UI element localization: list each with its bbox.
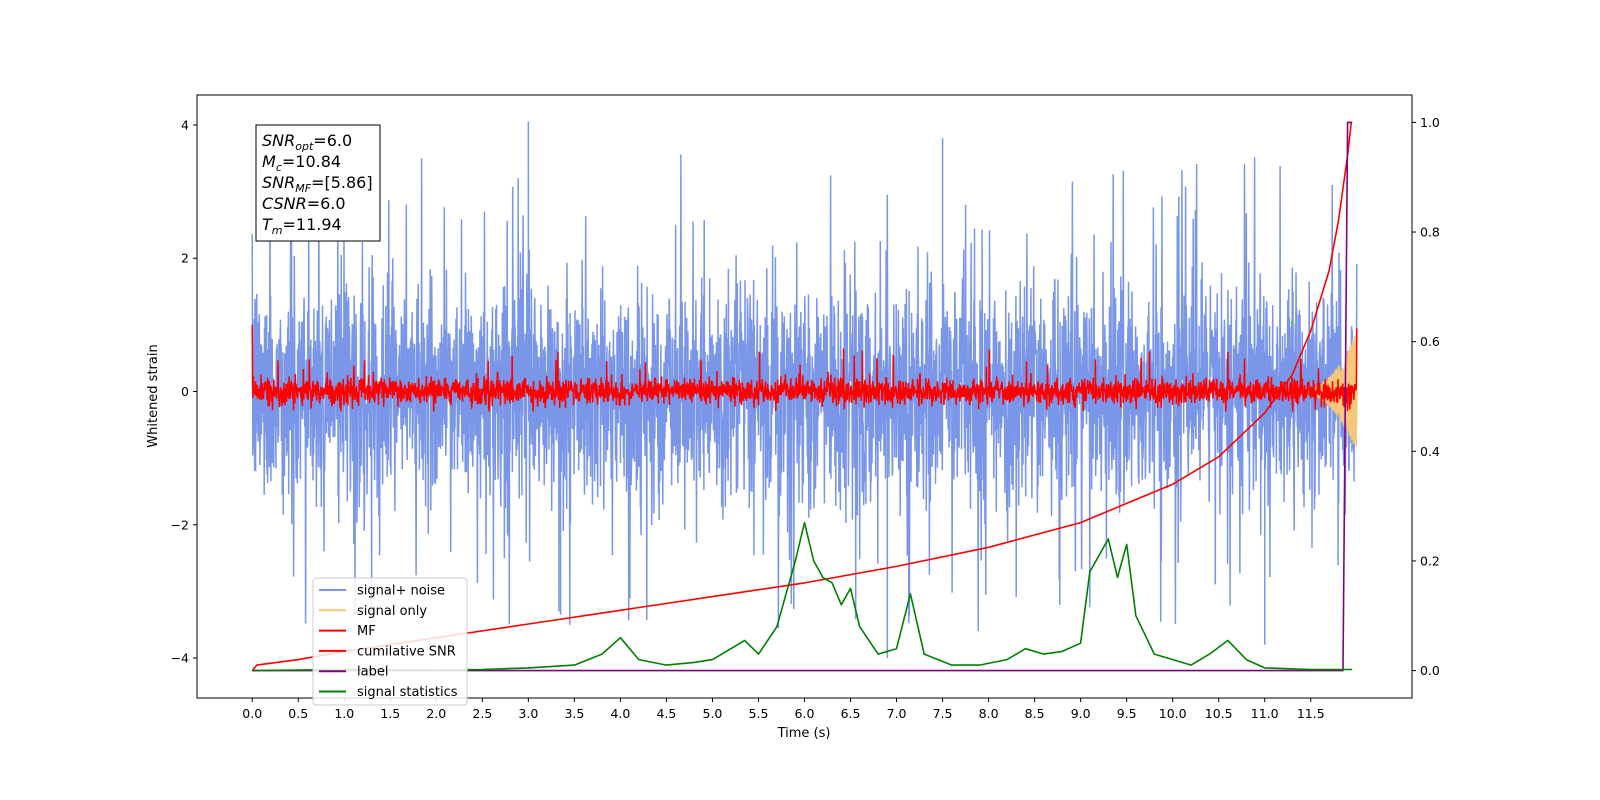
- y-right-tick-label: 0.2: [1420, 553, 1440, 568]
- legend-frame: [312, 577, 468, 706]
- legend-label: signal statistics: [357, 685, 458, 700]
- x-tick-label: 4.5: [656, 706, 676, 721]
- annotation-line: SNRopt=6.0: [262, 131, 352, 153]
- x-tick-label: 7.5: [933, 706, 953, 721]
- series-label: [252, 121, 1353, 672]
- annotation-frame: [255, 124, 381, 242]
- x-axis-label: Time (s): [777, 726, 831, 741]
- x-tick-label: 8.5: [1025, 706, 1045, 721]
- series-mf: [251, 324, 1358, 412]
- y-axis-label: Whitened strain: [146, 344, 161, 447]
- y-right-tick-label: 0.8: [1420, 225, 1440, 240]
- x-tick-label: 4.0: [610, 706, 630, 721]
- y-axis-right: 0.0 0.2 0.4 0.6 0.8 1.0: [1412, 115, 1440, 678]
- x-tick-label: 3.5: [564, 706, 584, 721]
- x-tick-label: 6.0: [795, 706, 815, 721]
- x-tick-label: 10.5: [1205, 706, 1233, 721]
- annotation-line: SNRMF=[5.86]: [262, 173, 373, 195]
- x-tick-label: 2.5: [472, 706, 492, 721]
- legend-label: signal+ noise: [357, 584, 445, 599]
- legend-label: label: [357, 665, 388, 680]
- x-tick-label: 9.5: [1117, 706, 1137, 721]
- x-axis: 0.0 0.5 1.0 1.5 2.0 2.5 3.0 3.5 4.0 4.5 5.0 5.5 6.0 6…: [242, 698, 1325, 721]
- x-tick-label: 11.0: [1251, 706, 1279, 721]
- annotation-line: CSNR=6.0: [262, 194, 346, 213]
- series-signal-statistics: [252, 521, 1353, 672]
- annotation-line: Tm=11.94: [262, 215, 342, 237]
- y-tick-label: −4: [171, 651, 189, 666]
- x-tick-label: 7.0: [887, 706, 907, 721]
- y-tick-label: 0: [181, 384, 189, 399]
- legend-label: signal only: [357, 604, 427, 619]
- x-tick-label: 10.0: [1159, 706, 1187, 721]
- series-signal-noise-peaks: [527, 121, 1266, 659]
- y-tick-label: −2: [171, 517, 189, 532]
- x-tick-label: 11.5: [1297, 706, 1325, 721]
- y-tick-label: 4: [181, 117, 189, 132]
- y-right-tick-label: 0.6: [1420, 334, 1440, 349]
- annotation-line: Mc=10.84: [262, 152, 341, 174]
- x-tick-label: 0.5: [288, 706, 308, 721]
- x-tick-label: 2.0: [426, 706, 446, 721]
- x-tick-label: 6.5: [841, 706, 861, 721]
- x-tick-label: 1.5: [380, 706, 400, 721]
- x-tick-label: 1.0: [334, 706, 354, 721]
- y-right-tick-label: 0.0: [1420, 663, 1440, 678]
- y-right-tick-label: 0.4: [1420, 444, 1440, 459]
- legend-label: MF: [357, 624, 376, 639]
- x-tick-label: 0.0: [242, 706, 262, 721]
- legend: signal+ noise signal only MF cumilative SNR…: [312, 577, 468, 706]
- y-axis-left: −4 −2 0 2 4: [171, 117, 197, 666]
- x-tick-label: 5.0: [703, 706, 723, 721]
- legend-label: cumilative SNR: [357, 644, 456, 659]
- y-tick-label: 2: [181, 251, 189, 266]
- x-tick-label: 8.0: [979, 706, 999, 721]
- x-tick-label: 9.0: [1071, 706, 1091, 721]
- x-tick-label: 3.0: [518, 706, 538, 721]
- y-right-tick-label: 1.0: [1420, 115, 1440, 130]
- x-tick-label: 5.5: [749, 706, 769, 721]
- series-signal-noise: [251, 152, 1358, 632]
